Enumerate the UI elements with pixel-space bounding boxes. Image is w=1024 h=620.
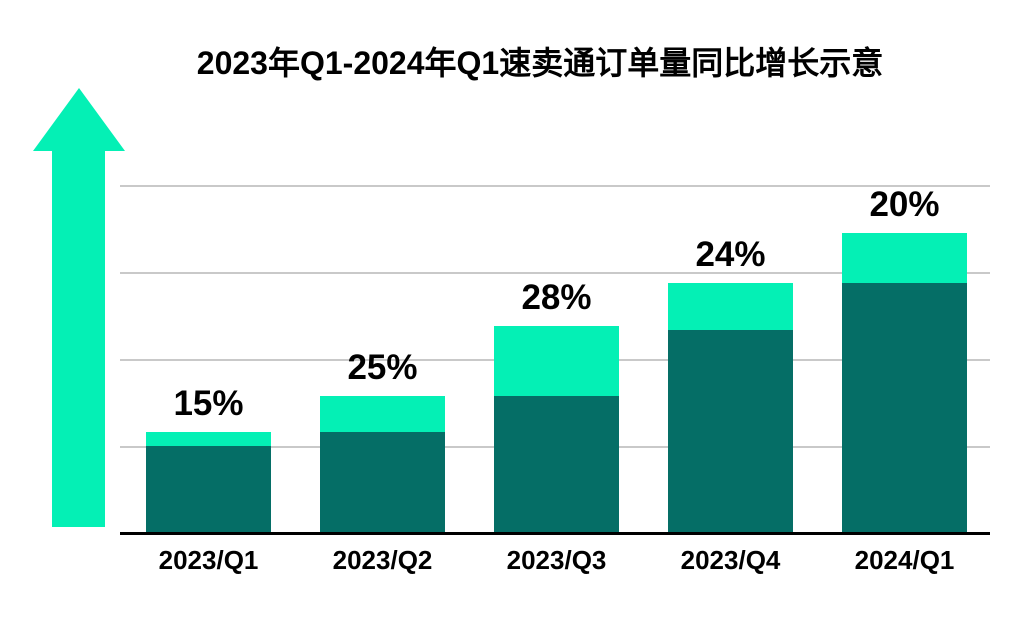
bar-segment-prior-volume (320, 432, 445, 533)
plot-area: 15% 25% 28% 24% 20% (120, 185, 990, 535)
bar-segment-yoy-increment (320, 396, 445, 432)
gridline (120, 185, 990, 187)
bar-2023-q1: 15% (146, 384, 271, 533)
bar-segment-yoy-increment (668, 283, 793, 330)
bar-segment-prior-volume (668, 330, 793, 533)
x-axis-line (120, 532, 990, 535)
growth-value-label: 25% (347, 348, 418, 387)
bar-2023-q2: 25% (320, 348, 445, 533)
bar-2023-q4: 24% (668, 235, 793, 533)
growth-value-label: 15% (173, 384, 244, 423)
chart-title: 2023年Q1-2024年Q1速卖通订单量同比增长示意 (196, 45, 884, 81)
bar-2023-q3: 28% (494, 278, 619, 533)
growth-value-label: 28% (521, 278, 592, 317)
x-axis-labels: 2023/Q1 2023/Q2 2023/Q3 2023/Q4 2024/Q1 (120, 545, 990, 579)
bar-2024-q1: 20% (842, 185, 967, 533)
bar-segment-prior-volume (146, 446, 271, 533)
x-axis-label: 2023/Q2 (332, 545, 433, 575)
x-axis-label: 2023/Q1 (158, 545, 259, 575)
growth-up-arrow-icon (33, 88, 125, 527)
x-axis-label: 2024/Q1 (854, 545, 955, 575)
bar-segment-yoy-increment (146, 432, 271, 446)
x-axis-label: 2023/Q3 (506, 545, 607, 575)
growth-value-label: 20% (869, 185, 940, 224)
bar-segment-yoy-increment (494, 326, 619, 396)
x-axis-label: 2023/Q4 (680, 545, 781, 575)
gridline (120, 272, 990, 274)
bar-segment-prior-volume (494, 396, 619, 533)
growth-value-label: 24% (695, 235, 766, 274)
bar-segment-prior-volume (842, 283, 967, 533)
bar-segment-yoy-increment (842, 233, 967, 283)
